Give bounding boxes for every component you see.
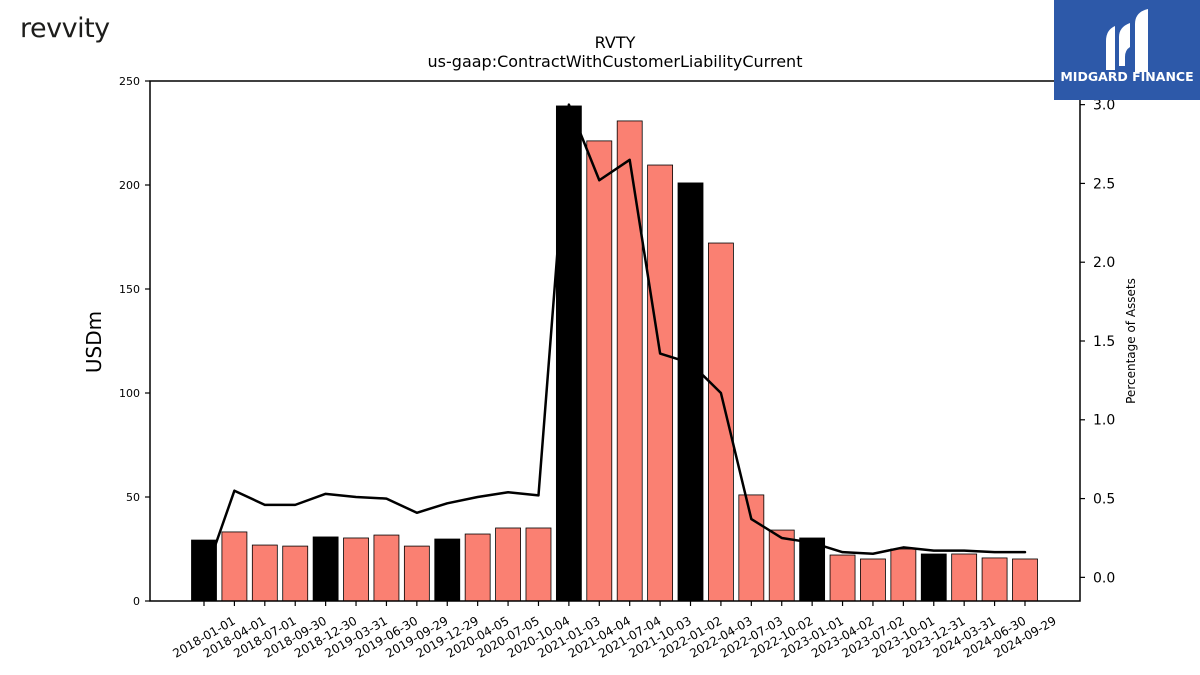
bar-2024-06-30 bbox=[981, 557, 1008, 602]
bar-2022-07-03 bbox=[738, 494, 765, 602]
bar-2021-07-04 bbox=[616, 120, 643, 602]
percentage-of-assets-line bbox=[202, 103, 1027, 579]
bar-2020-04-05 bbox=[464, 533, 491, 602]
bar-2023-07-02 bbox=[860, 558, 886, 602]
bar-2021-01-03 bbox=[555, 105, 582, 602]
bar-2021-10-03 bbox=[647, 164, 674, 602]
bar-2019-06-30 bbox=[373, 534, 400, 602]
bar-2018-04-01 bbox=[221, 531, 248, 602]
bar-2019-12-29 bbox=[434, 538, 461, 602]
bar-2019-03-31 bbox=[343, 537, 369, 602]
bar-2023-01-01 bbox=[799, 537, 826, 602]
y2-tick-label: 3.0 bbox=[1093, 98, 1115, 114]
left-y-axis-ticks: 0 50 100 150 200 250 bbox=[119, 75, 150, 608]
y2-tick-label: 1.5 bbox=[1093, 334, 1115, 350]
bar-2024-03-31 bbox=[951, 553, 978, 602]
bar-2020-10-04 bbox=[525, 527, 552, 602]
bar-series bbox=[191, 105, 1038, 602]
bar-2023-10-01 bbox=[890, 548, 917, 602]
bar-2018-12-30 bbox=[312, 536, 339, 602]
y-tick-label: 150 bbox=[119, 283, 140, 296]
logo-box bbox=[1054, 0, 1200, 100]
midgard-logo-icon bbox=[1106, 9, 1148, 72]
chart-title: RVTY bbox=[595, 33, 636, 52]
bar-2020-07-05 bbox=[495, 527, 521, 602]
y-tick-label: 250 bbox=[119, 75, 140, 88]
bar-2019-09-29 bbox=[403, 545, 430, 602]
right-y-axis-ticks: 0.0 0.5 1.0 1.5 2.0 2.5 3.0 bbox=[1080, 98, 1115, 586]
bar-2022-10-02 bbox=[768, 529, 795, 602]
bar-2023-12-31 bbox=[920, 553, 947, 602]
y-tick-label: 200 bbox=[119, 179, 140, 192]
y2-tick-label: 0.5 bbox=[1093, 491, 1115, 507]
bar-2018-07-01 bbox=[251, 544, 278, 602]
revvity-logo: revvity bbox=[20, 13, 110, 44]
y2-tick-label: 2.5 bbox=[1093, 176, 1115, 192]
y-axis-label: USDm bbox=[82, 311, 106, 373]
y-tick-label: 0 bbox=[133, 595, 140, 608]
y2-tick-label: 0.0 bbox=[1093, 570, 1115, 586]
bar-2018-09-30 bbox=[282, 545, 309, 602]
bar-2021-04-04 bbox=[586, 140, 613, 602]
bar-2023-04-02 bbox=[829, 554, 856, 602]
y-tick-label: 50 bbox=[126, 491, 140, 504]
midgard-finance-logo: MIDGARD FINANCE bbox=[1054, 0, 1200, 100]
chart-subtitle: us-gaap:ContractWithCustomerLiabilityCur… bbox=[428, 52, 803, 71]
bar-2022-01-02 bbox=[677, 182, 704, 602]
y2-tick-label: 1.0 bbox=[1093, 413, 1115, 429]
plot-frame bbox=[149, 80, 1081, 602]
bar-2024-09-29 bbox=[1012, 558, 1038, 602]
bar-2022-04-03 bbox=[708, 242, 734, 602]
y2-axis-label: Percentage of Assets bbox=[1124, 278, 1138, 404]
midgard-finance-wordmark: MIDGARD FINANCE bbox=[1060, 69, 1193, 84]
y2-tick-label: 2.0 bbox=[1093, 255, 1115, 271]
y-tick-label: 100 bbox=[119, 387, 140, 400]
